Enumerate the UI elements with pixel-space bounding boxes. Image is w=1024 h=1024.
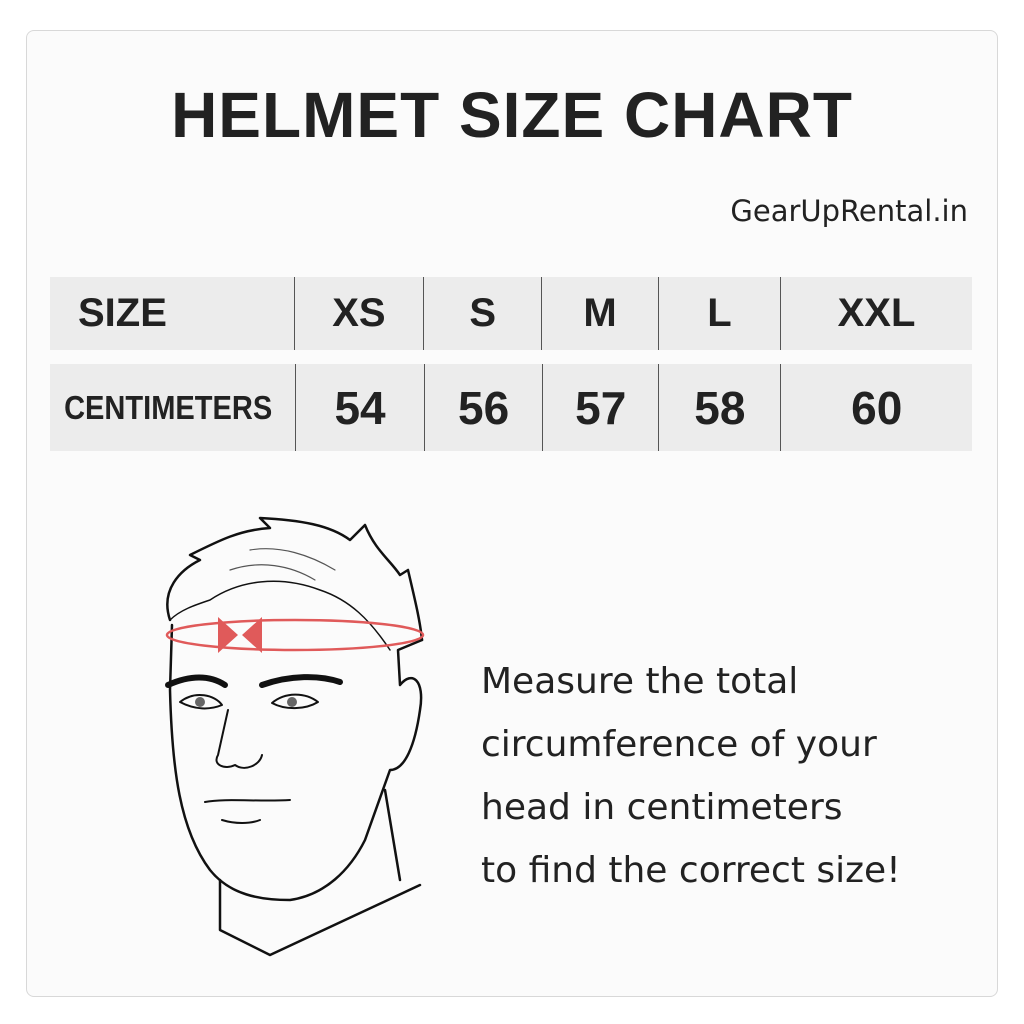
measuring-tape: [165, 618, 425, 652]
centimeters-row: CENTIMETERS 54 56 57 58 60: [50, 364, 972, 451]
arrow-left-icon: [242, 617, 262, 653]
value-cell: 54: [295, 364, 424, 451]
row-label: CENTIMETERS: [64, 388, 273, 426]
header-cell: M: [541, 277, 657, 350]
value-cell: 60: [780, 364, 972, 451]
header-cell: SIZE: [78, 291, 167, 335]
value-cell: 58: [658, 364, 780, 451]
instruction-line: head in centimeters: [481, 787, 843, 828]
value-cell: 57: [542, 364, 658, 451]
header-cell: XXL: [780, 277, 972, 350]
header-cell: S: [423, 277, 541, 350]
header-cell: L: [657, 277, 780, 350]
measurement-instructions: Measure the total circumference of your …: [481, 650, 901, 902]
value-cell: 56: [424, 364, 542, 451]
instruction-line: Measure the total: [481, 661, 799, 702]
brand-label: GearUpRental.in: [730, 194, 968, 228]
instruction-line: to find the correct size!: [481, 850, 901, 891]
arrow-right-icon: [218, 617, 238, 653]
size-chart-card: [26, 30, 998, 997]
page-title: HELMET SIZE CHART: [171, 79, 853, 151]
size-header-row: SIZE XS S M L XXL: [50, 277, 972, 350]
instruction-line: circumference of your: [481, 724, 877, 765]
head-measurement-icon: [165, 516, 425, 957]
header-cell: XS: [293, 277, 423, 350]
